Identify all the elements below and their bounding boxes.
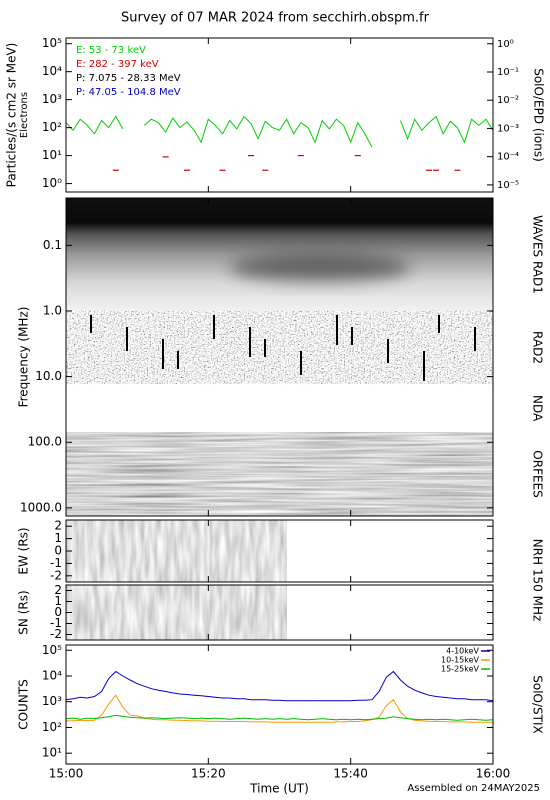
y-axis-label: SN (Rs): [17, 590, 31, 634]
y-tick-label: 10²: [42, 720, 62, 734]
x-tick-label: 16:00: [476, 767, 511, 781]
y-tick-label: -2: [50, 568, 62, 582]
legend-label: E: 53 - 73 keV: [76, 45, 146, 56]
instrument-label: NDA: [531, 395, 545, 422]
radio-image: [66, 520, 287, 582]
legend-label: 10-15keV: [441, 656, 480, 665]
y-tick-label: 2: [54, 519, 62, 533]
y2-tick-label: 10⁻²: [497, 95, 519, 106]
y-axis-label: Particles/(s cm2 sr MeV): [5, 43, 19, 188]
y-tick-label: 0: [54, 544, 62, 558]
y-tick-label: 10⁴: [42, 64, 62, 78]
instrument-label: ORFEES: [531, 450, 545, 497]
x-tick-label: 15:20: [191, 767, 226, 781]
y-tick-label: 10¹: [42, 746, 62, 760]
y-tick-label: 10³: [42, 92, 62, 106]
y2-tick-label: 10⁰: [497, 39, 514, 50]
chart-title: Survey of 07 MAR 2024 from secchirh.obsp…: [121, 11, 430, 26]
spectrogram-band: [66, 198, 493, 311]
spectrogram-band: [66, 384, 493, 433]
y-tick-label: 0.1: [43, 238, 62, 252]
y-tick-label: 0: [54, 605, 62, 619]
y2-axis-label: SolO/EPD (ions): [532, 68, 546, 162]
instrument-label: SolO/STIX: [531, 675, 545, 734]
data-line: [65, 670, 494, 702]
legend-label: 4-10keV: [446, 647, 479, 656]
radio-image: [66, 585, 287, 640]
plot-frame: [65, 644, 494, 765]
plot-frame: [65, 197, 494, 517]
y-tick-label: 10³: [42, 694, 62, 708]
y-tick-label: 10⁰: [42, 176, 62, 190]
instrument-label: RAD2: [531, 331, 545, 364]
burst-shading: [230, 254, 410, 282]
y-axis-sublabel: Electrons: [19, 92, 30, 138]
legend-label: 15-25keV: [441, 665, 480, 674]
y-axis-label: Frequency (MHz): [17, 307, 31, 408]
y-tick-label: 1.0: [43, 303, 62, 317]
legend-label: P: 7.075 - 28.33 MeV: [76, 73, 181, 84]
y-tick-label: -1: [50, 556, 62, 570]
spectrogram-band: [66, 432, 493, 516]
instrument-label: NRH 150 MHz: [531, 539, 545, 622]
spectrogram-band: [66, 310, 493, 385]
x-axis-label: Time (UT): [249, 782, 309, 796]
y-tick-label: 10⁴: [42, 668, 62, 682]
data-line: [66, 694, 493, 723]
y-tick-label: 1: [54, 531, 62, 545]
y2-tick-label: 10⁻⁴: [497, 152, 519, 163]
y-tick-label: 2: [54, 583, 62, 597]
legend-label: E: 282 - 397 keV: [76, 59, 159, 70]
x-tick-label: 15:40: [333, 767, 368, 781]
instrument-label: WAVES RAD1: [531, 215, 545, 294]
y2-tick-label: 10⁻¹: [497, 67, 519, 78]
y-tick-label: 10²: [42, 120, 62, 134]
data-line: [65, 714, 494, 721]
footer-note: Assembled on 24MAY2025: [407, 783, 540, 794]
y-tick-label: 1000.0: [20, 500, 62, 514]
y-tick-label: -2: [50, 627, 62, 641]
y2-tick-label: 10⁻³: [497, 123, 519, 134]
y-tick-label: -1: [50, 616, 62, 630]
data-line: [65, 115, 494, 148]
y2-tick-label: 10⁻⁵: [497, 180, 519, 191]
legend-label: P: 47.05 - 104.8 MeV: [76, 87, 181, 98]
y-tick-label: 10⁵: [42, 643, 62, 657]
y-tick-label: 10¹: [42, 148, 62, 162]
y-tick-label: 10⁵: [42, 36, 62, 50]
y-axis-label: COUNTS: [17, 679, 31, 730]
plot-frame: [65, 37, 494, 193]
y-tick-label: 100.0: [28, 435, 62, 449]
y-tick-label: 10.0: [35, 369, 62, 383]
y-tick-label: 1: [54, 594, 62, 608]
y-axis-label: EW (Rs): [17, 527, 31, 574]
x-tick-label: 15:00: [49, 767, 84, 781]
